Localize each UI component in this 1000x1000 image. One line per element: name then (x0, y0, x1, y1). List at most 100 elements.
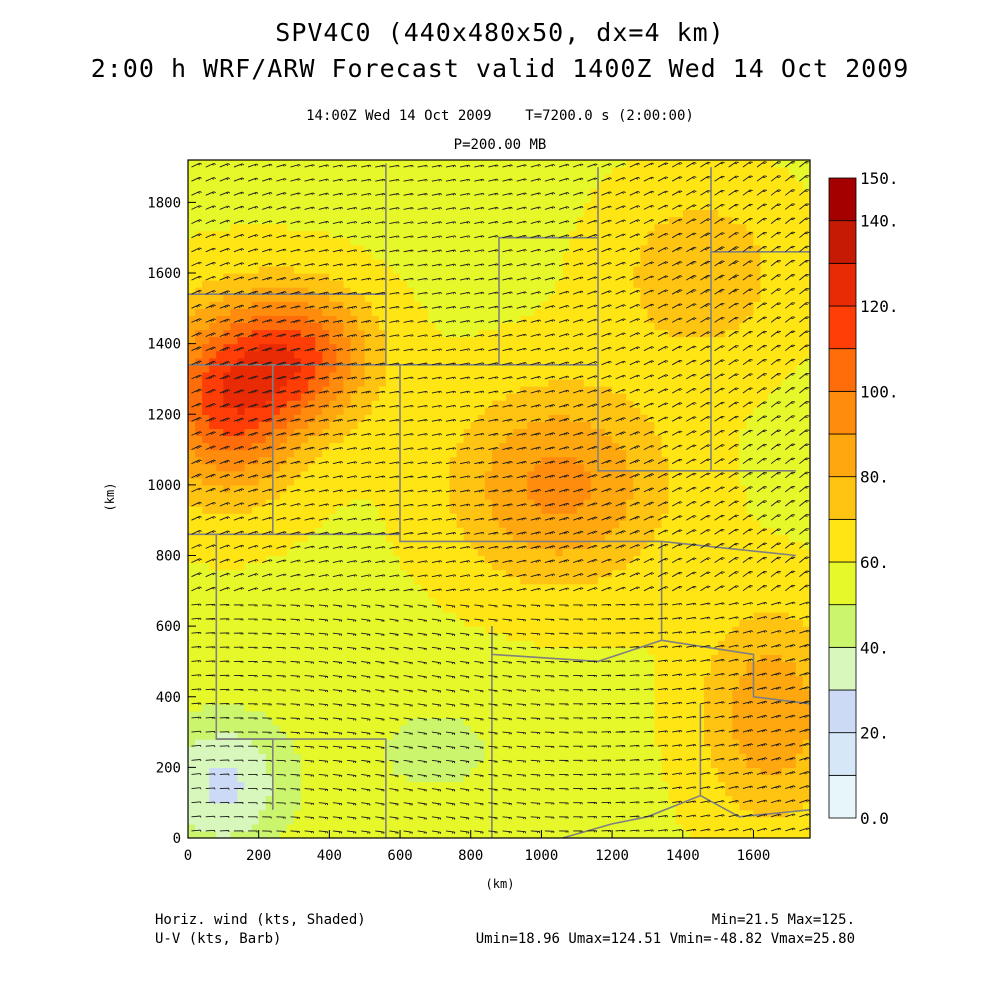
speed-cell (251, 470, 260, 479)
speed-cell (251, 576, 260, 585)
speed-cell (265, 633, 274, 641)
speed-cell (477, 435, 486, 444)
speed-cell (612, 534, 620, 542)
speed-cell (477, 816, 486, 825)
speed-cell (703, 654, 712, 663)
speed-cell (711, 499, 719, 507)
speed-cell (371, 823, 380, 832)
speed-cell (407, 703, 415, 712)
speed-cell (619, 739, 627, 747)
speed-cell (329, 456, 338, 465)
speed-cell (527, 449, 535, 458)
speed-cell (668, 576, 677, 585)
speed-cell (612, 809, 620, 818)
speed-cell (484, 725, 493, 733)
speed-cell (378, 696, 387, 705)
speed-cell (308, 569, 316, 578)
speed-cell (223, 463, 232, 472)
speed-cell (237, 576, 246, 585)
speed-cell (767, 604, 776, 613)
speed-cell (513, 633, 521, 641)
speed-cell (308, 534, 316, 542)
speed-cell (661, 774, 670, 783)
speed-cell (802, 576, 811, 585)
speed-cell (329, 626, 338, 634)
speed-cell (400, 597, 408, 606)
speed-cell (802, 612, 811, 620)
speed-cell (689, 654, 698, 663)
speed-cell (357, 675, 366, 684)
speed-cell (703, 781, 712, 790)
speed-cell (456, 703, 465, 712)
speed-cell (301, 739, 309, 747)
speed-cell (195, 604, 203, 613)
speed-cell (294, 499, 302, 507)
speed-cell (301, 802, 309, 811)
speed-cell (760, 449, 769, 458)
speed-cell (626, 463, 634, 472)
speed-cell (449, 675, 458, 684)
speed-cell (703, 689, 712, 698)
speed-cell (562, 626, 571, 634)
speed-cell (513, 604, 521, 613)
speed-cell (244, 640, 253, 648)
speed-cell (294, 788, 302, 797)
speed-cell (767, 703, 776, 712)
speed-cell (329, 710, 338, 719)
speed-cell (675, 661, 684, 670)
speed-cell (442, 633, 451, 641)
speed-cell (576, 590, 585, 599)
speed-cell (506, 626, 514, 634)
speed-cell (569, 612, 578, 620)
speed-cell (392, 767, 401, 776)
speed-cell (668, 619, 677, 627)
speed-cell (682, 590, 691, 599)
speed-cell (590, 626, 599, 634)
speed-cell (576, 442, 585, 451)
speed-cell (244, 717, 253, 726)
speed-cell (760, 597, 769, 606)
speed-cell (781, 491, 790, 500)
speed-cell (329, 640, 338, 648)
speed-cell (322, 555, 330, 564)
speed-cell (746, 491, 755, 500)
speed-cell (223, 753, 232, 761)
speed-cell (555, 816, 564, 825)
speed-cell (188, 703, 196, 712)
speed-cell (357, 590, 366, 599)
speed-cell (435, 449, 444, 458)
speed-cell (513, 520, 521, 528)
speed-cell (195, 491, 203, 500)
speed-cell (343, 491, 352, 500)
speed-cell (548, 802, 557, 811)
speed-cell (689, 732, 698, 740)
speed-cell (746, 484, 755, 493)
speed-cell (654, 668, 663, 677)
speed-cell (301, 569, 309, 578)
speed-cell (364, 675, 373, 684)
speed-cell (209, 732, 217, 740)
speed-cell (548, 456, 557, 465)
speed-cell (244, 661, 253, 670)
speed-cell (414, 661, 422, 670)
speed-cell (732, 619, 740, 627)
speed-cell (378, 435, 387, 444)
speed-cell (703, 463, 712, 472)
speed-cell (781, 499, 790, 507)
speed-cell (477, 456, 486, 465)
speed-cell (583, 739, 592, 747)
speed-cell (739, 746, 747, 754)
speed-cell (421, 612, 429, 620)
speed-cell (456, 477, 465, 486)
speed-cell (739, 675, 747, 684)
speed-cell (449, 569, 458, 578)
speed-cell (597, 682, 606, 691)
speed-cell (520, 689, 528, 698)
speed-cell (534, 717, 543, 726)
speed-cell (767, 562, 776, 571)
speed-cell (555, 583, 564, 592)
speed-cell (477, 823, 486, 832)
speed-cell (597, 689, 606, 698)
speed-cell (583, 534, 592, 542)
speed-cell (753, 746, 762, 754)
